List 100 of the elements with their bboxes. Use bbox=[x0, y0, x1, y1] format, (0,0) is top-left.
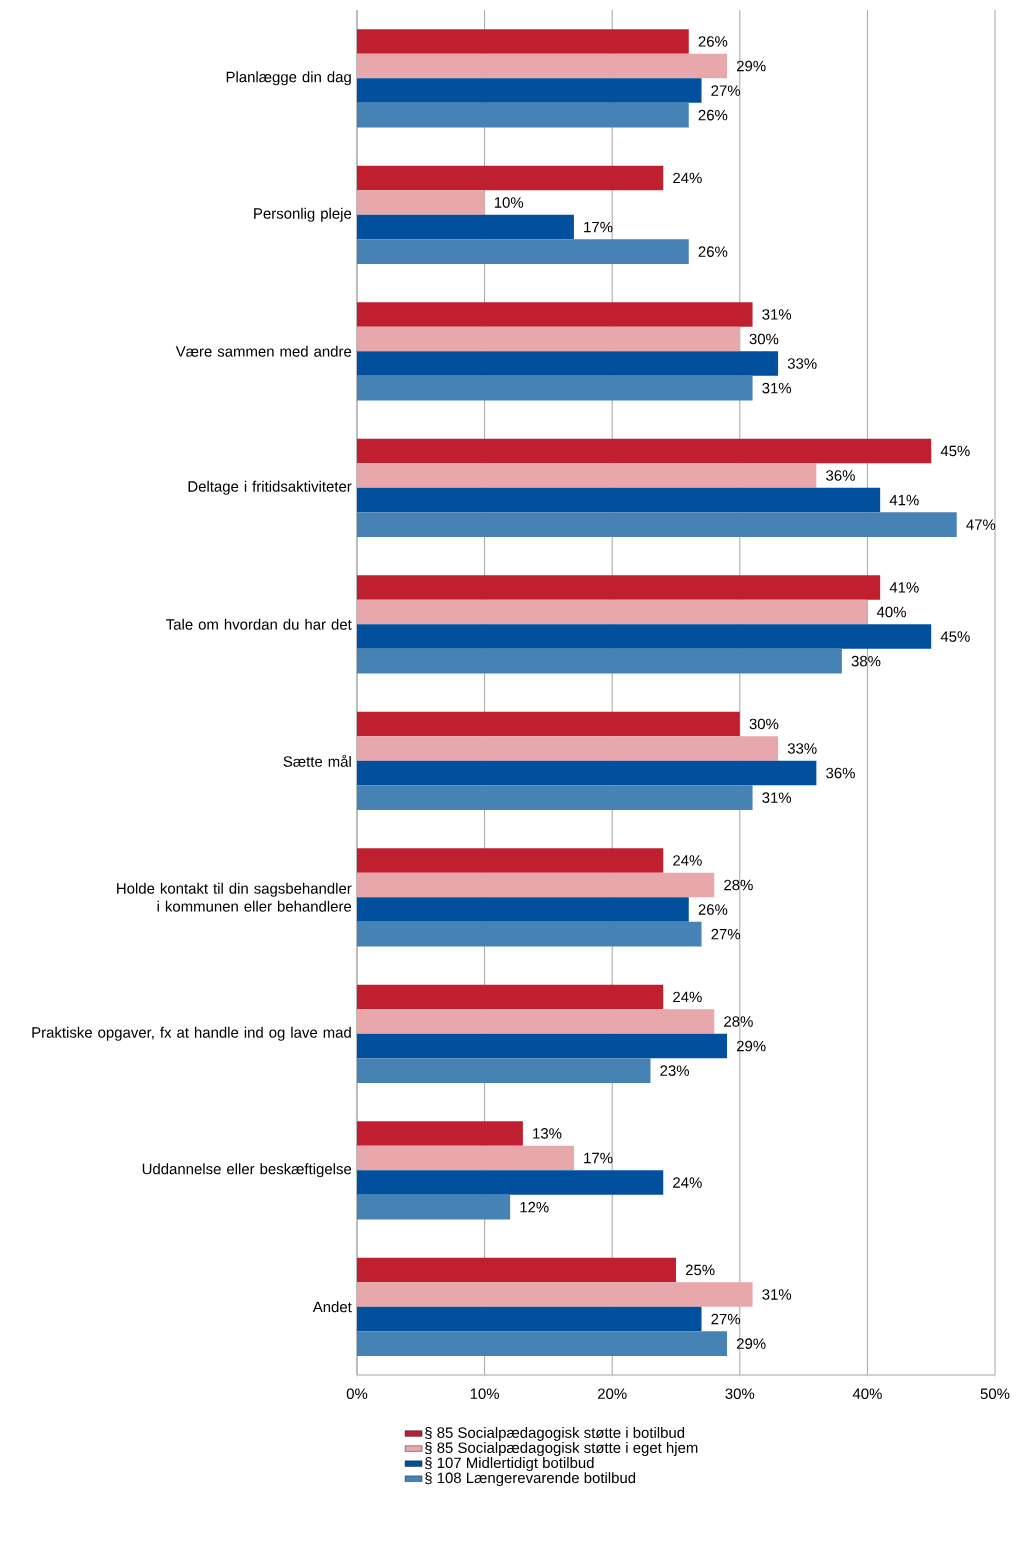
data-label: 29% bbox=[736, 60, 766, 72]
bar bbox=[357, 53, 728, 79]
bar bbox=[357, 1194, 511, 1220]
bar bbox=[357, 599, 868, 625]
y-tick-label: Deltage i fritidsaktiviteter bbox=[188, 480, 352, 495]
bar bbox=[357, 29, 689, 54]
bar bbox=[357, 648, 842, 674]
bar bbox=[357, 1282, 753, 1307]
data-label: 30% bbox=[749, 718, 779, 730]
legend-label: § 85 Socialpædagogisk støtte i eget hjem bbox=[425, 1442, 698, 1456]
bar bbox=[357, 375, 753, 401]
bar bbox=[357, 102, 689, 128]
bar bbox=[357, 897, 689, 922]
data-label: 40% bbox=[876, 606, 906, 618]
data-label: 41% bbox=[889, 582, 919, 593]
bar bbox=[357, 921, 702, 947]
data-label: 45% bbox=[940, 631, 970, 642]
data-label: 28% bbox=[724, 1016, 753, 1027]
data-label: 33% bbox=[787, 358, 817, 369]
bar bbox=[357, 1145, 574, 1171]
bar bbox=[357, 711, 740, 737]
data-label: 26% bbox=[698, 109, 728, 121]
bar bbox=[357, 785, 753, 810]
data-label: 12% bbox=[520, 1201, 549, 1213]
data-label: 36% bbox=[826, 470, 855, 481]
data-label: 13% bbox=[533, 1128, 562, 1139]
bar bbox=[357, 1170, 664, 1195]
y-tick-label: Være sammen med andre bbox=[175, 345, 352, 357]
y-tick-label: Sætte mål bbox=[283, 754, 351, 767]
data-label: 24% bbox=[673, 172, 702, 184]
data-label: 27% bbox=[711, 1313, 741, 1325]
y-tick-label: Personlig pleje bbox=[254, 207, 352, 222]
bar bbox=[357, 1033, 728, 1059]
bar bbox=[357, 848, 664, 873]
bar bbox=[357, 438, 932, 464]
data-label: 29% bbox=[736, 1338, 766, 1349]
bar bbox=[357, 239, 689, 264]
data-label: 30% bbox=[749, 333, 779, 345]
bar bbox=[357, 760, 817, 786]
bar bbox=[357, 463, 817, 488]
data-label: 10% bbox=[494, 197, 524, 208]
data-label: 26% bbox=[698, 36, 728, 47]
bar bbox=[357, 487, 881, 513]
data-label: 24% bbox=[673, 1177, 702, 1188]
data-label: 28% bbox=[724, 879, 753, 891]
y-tick-label: Andet bbox=[312, 1301, 352, 1313]
y-tick-label: Tale om hvordan du har det bbox=[166, 618, 352, 630]
data-label: 24% bbox=[673, 855, 702, 866]
bar bbox=[357, 1121, 523, 1146]
bar bbox=[357, 302, 753, 327]
data-label: 27% bbox=[711, 928, 741, 940]
data-label: 33% bbox=[787, 743, 817, 754]
legend-label: § 108 Længerevarende botilbud bbox=[425, 1472, 636, 1487]
bar bbox=[357, 984, 664, 1010]
bar bbox=[357, 214, 574, 240]
data-label: 17% bbox=[584, 1152, 613, 1164]
legend-label: § 85 Socialpædagogisk støtte i botilbud bbox=[425, 1426, 685, 1441]
bar bbox=[357, 351, 779, 376]
data-label: 31% bbox=[762, 382, 792, 394]
legend-label: § 107 Midlertidigt botilbud bbox=[425, 1457, 594, 1472]
bar bbox=[357, 78, 702, 103]
bar bbox=[357, 575, 881, 600]
data-label: 36% bbox=[826, 767, 855, 779]
y-tick-label: Holde kontakt til din sagsbehandler i kommunen eller behandlere bbox=[117, 882, 352, 912]
data-label: 31% bbox=[762, 309, 792, 320]
data-label: 47% bbox=[966, 519, 996, 530]
bar bbox=[357, 1306, 702, 1332]
bar bbox=[357, 1257, 676, 1283]
data-label: 17% bbox=[584, 221, 613, 233]
x-tick-label: 10% bbox=[470, 1388, 500, 1400]
bar bbox=[357, 512, 957, 537]
data-label: 45% bbox=[940, 445, 970, 457]
bar bbox=[357, 326, 740, 352]
bar bbox=[357, 624, 932, 649]
bar bbox=[357, 1009, 715, 1034]
bar bbox=[357, 736, 779, 761]
x-tick-label: 20% bbox=[598, 1388, 627, 1400]
y-tick-label: Planlægge din dag bbox=[226, 71, 351, 86]
data-label: 25% bbox=[685, 1264, 715, 1276]
data-label: 31% bbox=[762, 792, 792, 803]
y-tick-label: Praktiske opgaver, fx at handle ind og lave mad bbox=[32, 1026, 351, 1041]
data-label: 38% bbox=[851, 655, 881, 667]
bar bbox=[357, 190, 485, 215]
x-tick-label: 30% bbox=[725, 1388, 755, 1400]
bar bbox=[357, 872, 715, 898]
data-label: 41% bbox=[889, 494, 919, 506]
data-label: 26% bbox=[698, 904, 728, 915]
bar bbox=[357, 1331, 728, 1356]
x-tick-label: 0% bbox=[346, 1388, 368, 1400]
data-label: 23% bbox=[660, 1065, 690, 1076]
bar bbox=[357, 165, 664, 191]
y-tick-label: Uddannelse eller beskæftigelse bbox=[142, 1163, 352, 1178]
data-label: 27% bbox=[711, 85, 741, 96]
x-tick-label: 40% bbox=[852, 1388, 882, 1400]
data-label: 24% bbox=[673, 991, 702, 1003]
data-label: 26% bbox=[698, 246, 728, 257]
bar bbox=[357, 1058, 651, 1083]
data-label: 29% bbox=[736, 1040, 766, 1052]
data-label: 31% bbox=[762, 1289, 792, 1300]
x-tick-label: 50% bbox=[980, 1388, 1010, 1400]
